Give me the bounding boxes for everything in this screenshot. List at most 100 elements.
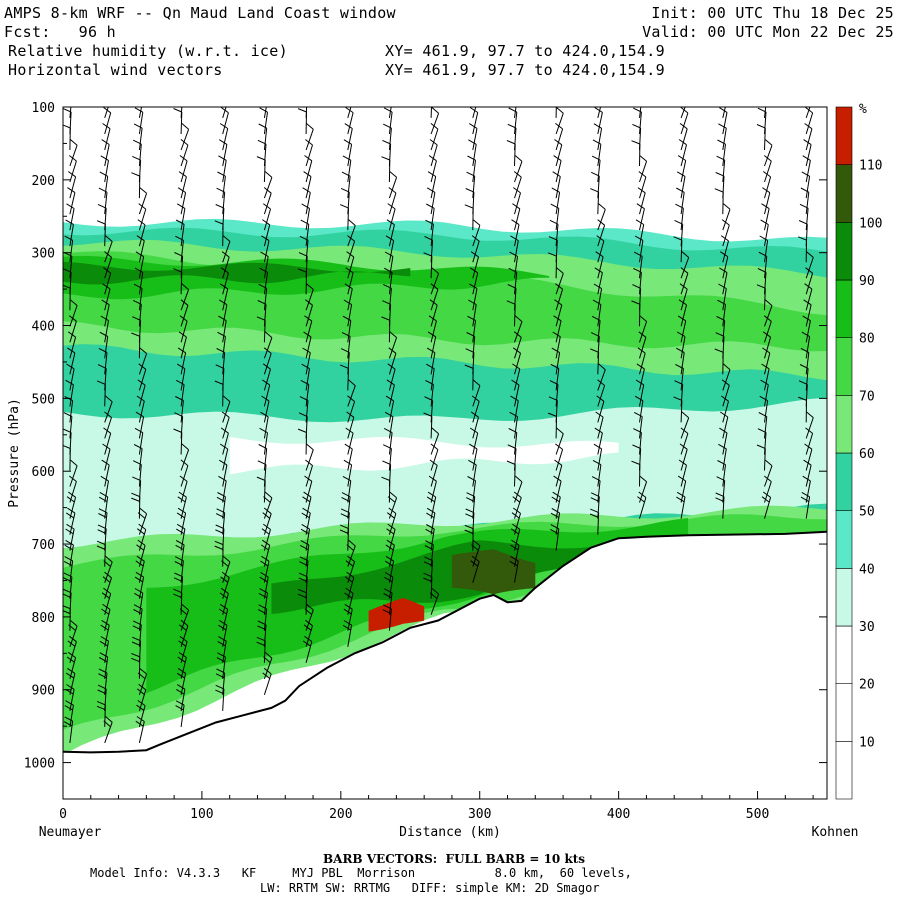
wind-barb-flag [136,544,145,551]
wind-barb [175,700,185,727]
wind-barb [800,491,811,519]
wind-barb [256,476,266,503]
wind-barb-staff [263,592,268,615]
wind-barb-staff [472,448,478,471]
wind-barb-flag [66,523,75,530]
wind-barb [135,251,145,279]
wind-barb [222,235,231,263]
wind-barb-flag [471,91,478,96]
wind-barb [344,283,353,311]
wind-barb-staff [472,272,479,295]
wind-barb-flag [66,684,75,690]
wind-barb-flag [257,620,267,626]
wind-barb-staff [597,304,602,327]
wind-barb [764,459,773,487]
wind-barb-flag [176,688,185,695]
wind-barb-staff [555,449,564,471]
wind-barb-flag [763,155,772,162]
wind-barb-flag [425,540,434,546]
wind-barb [677,315,687,343]
wind-barb-flag [104,571,112,579]
wind-barb [65,379,74,407]
wind-barb-flag [102,123,111,130]
wind-barb-flag [216,496,226,502]
wind-barb-staff [180,336,187,359]
wind-barb-flag [382,444,392,450]
wind-barb-flag [103,720,111,728]
wind-barb-staff [104,722,113,744]
wind-barb-flag [549,380,559,385]
wind-barb-flag [301,363,310,370]
wind-barb-flag [302,496,311,503]
wind-barb-staff [222,241,231,263]
wind-barb-staff [764,224,769,247]
wind-barb [260,555,270,583]
wind-barb [383,588,393,615]
wind-barb [177,347,187,375]
wind-barb-flag [299,92,307,96]
wind-barb-flag [218,475,227,482]
wind-barb-flag [258,444,267,450]
wind-barb-flag [97,203,107,209]
wind-barb-flag [679,443,688,450]
wind-barb [467,155,476,183]
wind-barb-flag [632,123,641,129]
wind-barb-staff [722,385,730,407]
wind-barb-staff [639,256,643,279]
wind-barb-flag [64,92,72,96]
wind-barb [179,155,188,183]
wind-barb [299,556,309,583]
wind-barb [591,315,601,343]
wind-barb-staff [472,225,481,247]
wind-barb-staff [555,384,559,407]
wind-barb-staff [347,528,349,551]
wind-barb-flag [258,123,267,129]
wind-barb-staff [597,272,603,295]
wind-barb-flag [173,593,182,599]
wind-barb [802,315,811,343]
wind-barb-flag [716,155,725,161]
wind-barb [383,267,393,295]
wind-barb-flag [548,396,558,401]
wind-barb-staff [514,107,517,118]
wind-barb [343,139,353,167]
wind-barb [262,667,272,695]
wind-barb-staff [639,111,642,135]
wind-barb [426,347,436,375]
wind-barb [678,139,687,167]
wind-barb-flag [100,155,109,161]
wind-barb [302,187,311,215]
wind-barb-staff [263,608,268,631]
wind-barb [388,171,398,199]
wind-barb-staff [430,368,435,391]
wind-barb [758,251,768,279]
wind-barb-flag [215,684,225,690]
wind-barb-flag [633,411,643,418]
colorbar-label: 80 [859,332,875,347]
wind-barb-flag [178,640,187,647]
wind-barb-staff [430,176,437,199]
wind-barb [383,107,393,135]
wind-barb-flag [65,700,74,706]
wind-barb [548,412,557,439]
wind-barb [631,140,641,167]
wind-barb [804,123,813,151]
wind-barb [344,443,353,471]
wind-barb-flag [137,699,146,707]
wind-barb-flag [216,348,225,353]
wind-barb [506,140,516,167]
wind-barb [385,235,395,263]
wind-barb [631,460,641,487]
wind-barb [175,396,184,423]
wind-barb [592,459,602,487]
wind-barb-flag [635,379,644,386]
wind-barb [347,395,356,423]
wind-barb-staff [69,107,72,118]
wind-barb [134,427,144,455]
wind-barb-staff [639,240,644,263]
wind-barb-staff [180,224,185,247]
wind-barb [344,571,355,599]
wind-barb [300,523,310,551]
wind-barb-flag [759,235,768,241]
wind-barb-flag [803,299,812,306]
